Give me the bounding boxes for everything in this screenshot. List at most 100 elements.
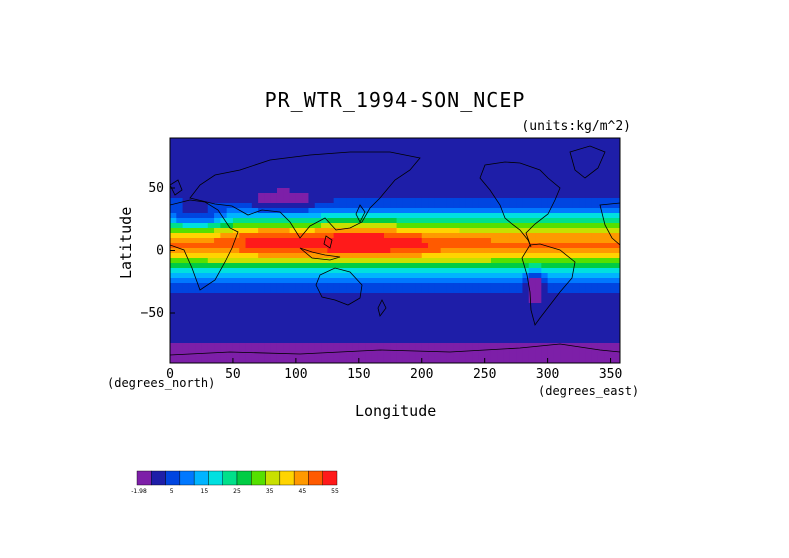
pw-cell — [497, 258, 505, 264]
pw-cell — [497, 153, 505, 159]
pw-cell — [289, 208, 297, 214]
pw-cell — [371, 143, 379, 149]
pw-cell — [251, 158, 259, 164]
pw-cell — [522, 323, 530, 329]
pw-cell — [472, 273, 479, 279]
pw-cell — [264, 298, 272, 304]
pw-cell — [308, 248, 316, 254]
pw-cell — [383, 313, 391, 319]
pw-cell — [566, 178, 574, 184]
pw-cell — [283, 333, 291, 339]
pw-cell — [509, 233, 517, 239]
pw-cell — [321, 303, 328, 309]
pw-cell — [597, 213, 605, 219]
pw-cell — [390, 168, 398, 174]
pw-cell — [207, 258, 215, 264]
pw-cell — [472, 188, 479, 194]
pw-cell — [201, 303, 209, 309]
pw-cell — [440, 263, 448, 269]
pw-cell — [459, 333, 467, 339]
pw-cell — [484, 198, 492, 204]
pw-cell — [604, 338, 612, 344]
pw-cell — [472, 233, 479, 239]
pw-cell — [616, 333, 620, 339]
pw-cell — [333, 273, 341, 279]
pw-cell — [453, 163, 461, 169]
pw-cell — [239, 338, 247, 344]
pw-cell — [472, 283, 479, 289]
pw-cell — [327, 278, 335, 284]
pw-cell — [572, 343, 580, 349]
pw-cell — [170, 153, 177, 159]
pw-cell — [308, 333, 316, 339]
pw-cell — [232, 143, 240, 149]
pw-cell — [497, 138, 505, 144]
pw-cell — [421, 243, 429, 249]
pw-cell — [528, 243, 536, 249]
pw-cell — [415, 283, 423, 289]
pw-cell — [490, 228, 498, 234]
pw-cell — [245, 203, 253, 209]
pw-cell — [604, 178, 612, 184]
pw-cell — [358, 313, 366, 319]
pw-cell — [339, 183, 347, 189]
pw-cell — [314, 248, 322, 254]
pw-cell — [201, 273, 209, 279]
pw-cell — [409, 153, 417, 159]
pw-cell — [214, 293, 221, 299]
pw-cell — [597, 198, 605, 204]
pw-cell — [264, 248, 272, 254]
pw-cell — [207, 148, 215, 154]
pw-cell — [484, 358, 492, 363]
pw-cell — [572, 298, 580, 304]
pw-cell — [207, 238, 215, 244]
pw-cell — [283, 288, 291, 294]
pw-cell — [597, 248, 605, 254]
pw-cell — [490, 328, 498, 334]
pw-cell — [383, 343, 391, 349]
pw-cell — [283, 198, 291, 204]
pw-cell — [497, 283, 505, 289]
pw-cell — [547, 208, 555, 214]
pw-cell — [528, 343, 536, 349]
pw-cell — [428, 183, 435, 189]
pw-cell — [604, 308, 612, 314]
pw-cell — [176, 178, 184, 184]
pw-cell — [421, 223, 429, 229]
pw-cell — [459, 348, 467, 354]
pw-cell — [478, 273, 486, 279]
pw-cell — [604, 148, 612, 154]
pw-cell — [327, 153, 335, 159]
pw-cell — [440, 163, 448, 169]
pw-cell — [377, 153, 385, 159]
pw-cell — [610, 303, 618, 309]
pw-cell — [528, 198, 536, 204]
pw-cell — [572, 248, 580, 254]
pw-cell — [535, 323, 542, 329]
pw-cell — [276, 273, 284, 279]
pw-cell — [377, 138, 385, 144]
pw-cell — [459, 143, 467, 149]
pw-cell — [604, 258, 612, 264]
pw-cell — [239, 248, 247, 254]
pw-cell — [321, 358, 328, 363]
pw-cell — [591, 318, 599, 324]
pw-cell — [579, 278, 586, 284]
pw-cell — [333, 228, 341, 234]
pw-cell — [176, 258, 184, 264]
pw-cell — [553, 303, 561, 309]
pw-cell — [327, 163, 335, 169]
pw-cell — [503, 228, 511, 234]
pw-cell — [503, 233, 511, 239]
pw-cell — [371, 243, 379, 249]
pw-cell — [490, 283, 498, 289]
pw-cell — [478, 193, 486, 199]
pw-cell — [188, 193, 196, 199]
pw-cell — [383, 323, 391, 329]
pw-cell — [239, 203, 247, 209]
pw-cell — [465, 343, 473, 349]
pw-cell — [176, 338, 184, 344]
pw-cell — [402, 328, 410, 334]
pw-cell — [402, 263, 410, 269]
pw-cell — [239, 213, 247, 219]
